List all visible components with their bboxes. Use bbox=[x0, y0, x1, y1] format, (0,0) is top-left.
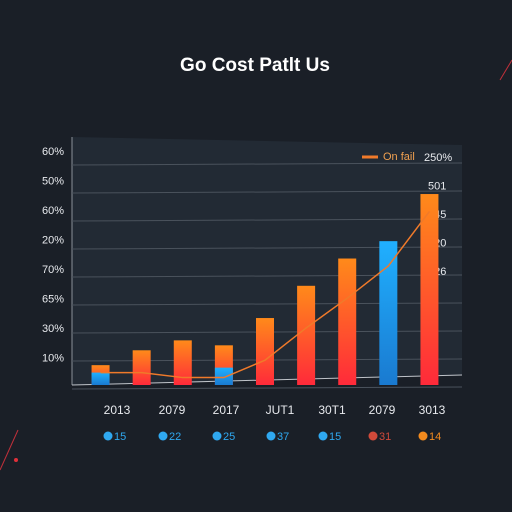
x-tick-label: 2017 bbox=[213, 403, 240, 417]
x-tick-label: 2013 bbox=[104, 403, 131, 417]
bottom-label: 25 bbox=[223, 431, 235, 443]
grid-line bbox=[71, 386, 463, 390]
right-label: 501 bbox=[428, 180, 446, 192]
grid-line bbox=[71, 190, 463, 194]
label-dot bbox=[318, 431, 328, 441]
bar bbox=[379, 241, 398, 385]
grid-line bbox=[71, 162, 463, 166]
plot-area bbox=[72, 137, 462, 385]
bar bbox=[256, 318, 274, 385]
decor bbox=[499, 59, 512, 81]
bar bbox=[132, 350, 151, 385]
x-tick-label: 3013 bbox=[419, 403, 446, 417]
x-tick-label: 2079 bbox=[159, 403, 186, 417]
label-dot bbox=[266, 431, 276, 441]
y-tick-label: 10% bbox=[42, 352, 64, 364]
bottom-label: 14 bbox=[429, 431, 441, 443]
right-label: 250% bbox=[424, 152, 452, 164]
bottom-label: 22 bbox=[169, 431, 181, 443]
bar bbox=[173, 340, 192, 385]
label-dot bbox=[158, 431, 168, 441]
label-dot bbox=[368, 431, 378, 441]
bar bbox=[91, 372, 110, 385]
decor bbox=[14, 458, 18, 462]
legend-label: On fail bbox=[383, 151, 415, 163]
y-tick-label: 30% bbox=[42, 323, 64, 335]
x-tick-label: 30T1 bbox=[318, 403, 346, 417]
x-tick-label: 2079 bbox=[369, 403, 396, 417]
y-tick-label: 60% bbox=[42, 146, 64, 158]
y-tick-label: 70% bbox=[42, 264, 64, 276]
chart-title: Go Cost Patlt Us bbox=[180, 55, 330, 76]
bottom-label: 15 bbox=[329, 431, 341, 443]
x-tick-label: JUT1 bbox=[266, 403, 295, 417]
label-dot bbox=[212, 431, 222, 441]
bar bbox=[297, 285, 316, 385]
decor bbox=[0, 429, 19, 471]
bottom-label: 37 bbox=[277, 431, 289, 443]
line bbox=[100, 210, 431, 379]
label-dot bbox=[103, 431, 113, 441]
y-tick-label: 65% bbox=[42, 293, 64, 305]
y-tick-label: 60% bbox=[42, 205, 64, 217]
bar bbox=[214, 367, 233, 385]
y-tick-label: 50% bbox=[42, 175, 64, 187]
bar bbox=[338, 258, 357, 385]
grid-line bbox=[71, 218, 463, 222]
bar bbox=[420, 194, 439, 385]
label-dot bbox=[418, 431, 428, 441]
bottom-label: 31 bbox=[379, 431, 391, 443]
y-tick-label: 20% bbox=[42, 234, 64, 246]
bottom-label: 15 bbox=[114, 431, 126, 443]
